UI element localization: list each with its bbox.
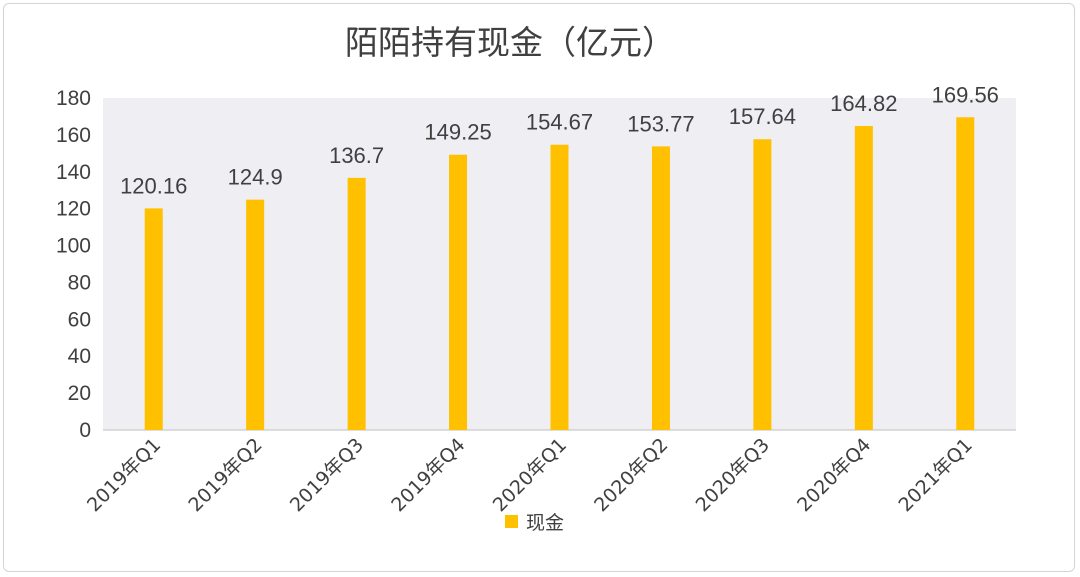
data-label: 169.56: [932, 82, 999, 107]
bar: [854, 125, 873, 431]
chart-title: 陌陌持有现金（亿元）: [345, 23, 675, 62]
legend-label: 现金: [526, 512, 564, 534]
legend-swatch: [505, 515, 518, 528]
y-tick-label: 160: [56, 124, 91, 147]
x-tick-label: 2020年Q2: [590, 434, 672, 516]
y-tick-label: 180: [56, 87, 91, 110]
bar: [956, 117, 975, 431]
bar: [246, 199, 265, 430]
x-tick-label: 2019年Q4: [387, 434, 469, 516]
data-label: 149.25: [424, 120, 491, 145]
bars: [144, 117, 975, 431]
x-tick-label: 2021年Q1: [895, 434, 977, 516]
data-label: 120.16: [120, 173, 187, 198]
x-tick-label: 2020年Q3: [692, 434, 774, 516]
y-tick-label: 100: [56, 235, 91, 258]
x-tick-label: 2019年Q3: [286, 434, 368, 516]
y-tick-label: 40: [68, 345, 91, 368]
x-tick-label: 2019年Q2: [184, 434, 266, 516]
x-tick-label: 2019年Q1: [83, 434, 165, 516]
y-tick-label: 20: [68, 382, 91, 405]
bar: [753, 139, 772, 431]
x-axis-labels: 2019年Q1 2019年Q2 2019年Q3 2019年Q4 2020年Q1 2020年…: [83, 434, 977, 516]
bar: [651, 146, 670, 431]
bar: [449, 154, 468, 430]
y-tick-label: 80: [68, 271, 91, 294]
data-label: 153.77: [627, 111, 694, 136]
y-tick-label: 60: [68, 308, 91, 331]
data-label: 124.9: [228, 165, 283, 190]
data-labels: 120.16 124.9 136.7 149.25 154.67 153.77 157.64…: [120, 82, 999, 198]
legend: 现金: [505, 512, 564, 534]
y-tick-label: 0: [79, 419, 91, 442]
data-label: 154.67: [526, 110, 593, 135]
data-label: 136.7: [329, 143, 384, 168]
y-tick-label: 140: [56, 161, 91, 184]
y-tick-label: 120: [56, 198, 91, 221]
data-label: 164.82: [830, 91, 897, 116]
x-tick-label: 2020年Q1: [489, 434, 571, 516]
bar: [550, 144, 569, 430]
y-axis-ticks: 0 20 40 60 80 100 120 140 160 180: [56, 87, 91, 442]
data-label: 157.64: [729, 104, 796, 129]
bar: [347, 177, 366, 430]
bar: [144, 208, 163, 430]
x-tick-label: 2020年Q4: [793, 434, 875, 516]
